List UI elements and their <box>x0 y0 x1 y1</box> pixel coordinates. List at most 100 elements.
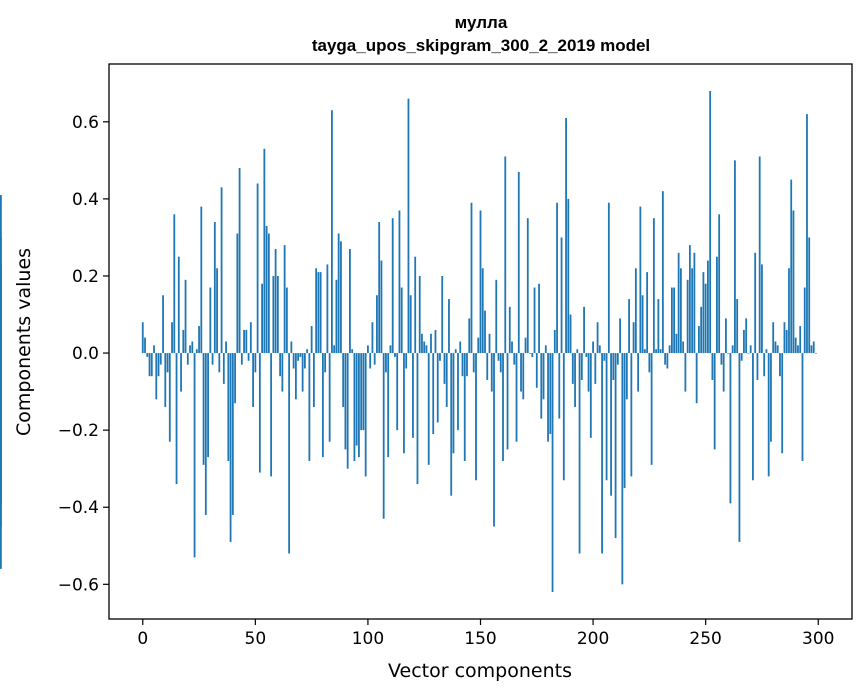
bar-component-44 <box>240 353 243 365</box>
y-tick-label: 0.2 <box>72 267 99 287</box>
bar-component-34 <box>218 353 221 373</box>
bar-component-13 <box>171 322 173 354</box>
x-tick-label: 50 <box>245 629 267 649</box>
bar-component-97 <box>360 353 363 431</box>
bar-component-116 <box>403 353 405 454</box>
bar-component-241 <box>684 353 687 392</box>
bar-component-190 <box>569 314 572 354</box>
bar-component-122 <box>416 353 419 485</box>
x-tick-label: 0 <box>137 629 148 649</box>
bar-component-274 <box>758 156 761 354</box>
bar-component-288 <box>790 179 793 354</box>
bar-component-163 <box>508 306 511 354</box>
bar-component-111 <box>391 218 394 354</box>
bar-component-11 <box>166 353 169 373</box>
bar-component-81 <box>324 353 327 373</box>
bar-component-235 <box>670 287 673 354</box>
bar-component-245 <box>693 252 696 354</box>
bar-component-74 <box>308 353 311 461</box>
bar-component-4 <box>150 353 153 377</box>
bar-component-136 <box>448 299 450 354</box>
bar-component-210 <box>614 353 617 539</box>
bar-component-219 <box>634 268 637 354</box>
bar-component-150 <box>479 210 482 354</box>
bar-component-247 <box>698 326 700 354</box>
bar-component-160 <box>502 353 504 461</box>
bar-component-177 <box>540 353 543 419</box>
bar-component-127 <box>427 353 430 465</box>
bar-component-104 <box>376 295 378 354</box>
bar-component-68 <box>294 353 297 400</box>
bar-component-167 <box>517 171 520 354</box>
bar-component-62 <box>281 353 284 392</box>
bar-component-79 <box>319 272 322 354</box>
bar-component-144 <box>466 353 468 377</box>
bar-component-84 <box>331 110 333 354</box>
bar-component-213 <box>621 353 624 585</box>
bar-component-287 <box>788 268 790 354</box>
bar-component-164 <box>511 341 513 354</box>
bar-component-175 <box>535 353 538 388</box>
bar-component-208 <box>610 353 612 496</box>
bar-component-77 <box>315 268 318 354</box>
bar-component-182 <box>551 353 554 593</box>
bar-component-256 <box>718 214 721 354</box>
y-tick-label: 0.6 <box>72 113 99 133</box>
bar-component-58 <box>272 275 275 354</box>
bar-component-205 <box>603 353 606 361</box>
bar-component-275 <box>761 264 763 354</box>
bar-component-10 <box>164 353 167 408</box>
bar-component-277 <box>765 349 768 354</box>
bar-component-215 <box>625 353 628 400</box>
bar-component-98 <box>362 353 365 431</box>
bar-component-139 <box>454 349 457 354</box>
bar-component-196 <box>583 306 585 354</box>
bar-component-227 <box>652 218 655 354</box>
bar-component-undefined <box>0 237 2 354</box>
bar-component-225 <box>648 353 651 373</box>
bar-component-131 <box>436 353 439 423</box>
bar-component-229 <box>657 299 660 354</box>
bar-component-206 <box>605 353 608 481</box>
bar-component-236 <box>673 287 676 354</box>
bar-component-152 <box>484 310 486 354</box>
bar-component-202 <box>596 322 599 354</box>
bar-component-192 <box>574 353 576 408</box>
bar-component-130 <box>434 329 437 354</box>
bar-component-undefined <box>0 353 2 504</box>
bar-component-244 <box>691 268 694 354</box>
bar-component-158 <box>497 353 500 361</box>
bar-component-204 <box>601 353 603 554</box>
bar-component-90 <box>344 353 347 450</box>
bar-component-291 <box>797 345 799 354</box>
bar-component-263 <box>734 160 736 354</box>
bar-component-33 <box>216 268 218 354</box>
bar-component-69 <box>297 353 300 361</box>
bar-component-162 <box>506 353 509 450</box>
bar-component-101 <box>369 353 372 369</box>
bar-component-257 <box>720 353 723 365</box>
bar-component-259 <box>725 318 727 354</box>
bar-component-220 <box>637 353 640 392</box>
bar-component-270 <box>749 345 752 354</box>
bar-component-78 <box>317 272 320 354</box>
bar-component-54 <box>263 148 266 354</box>
bar-component-132 <box>439 353 441 361</box>
bar-component-157 <box>495 279 498 354</box>
bar-component-271 <box>752 353 754 481</box>
bar-component-86 <box>335 279 338 354</box>
bar-component-14 <box>173 214 176 354</box>
bar-component-242 <box>686 279 689 354</box>
bar-component-183 <box>553 329 556 354</box>
bar-component-108 <box>385 353 387 373</box>
bar-component-96 <box>358 353 360 458</box>
bar-component-5 <box>153 345 155 354</box>
bar-component-294 <box>803 287 806 354</box>
bar-component-151 <box>481 268 484 354</box>
bar-component-218 <box>632 322 635 354</box>
bar-component-191 <box>571 353 574 384</box>
bar-component-265 <box>738 353 741 542</box>
bar-component-298 <box>812 341 815 354</box>
bar-component-63 <box>283 245 286 354</box>
